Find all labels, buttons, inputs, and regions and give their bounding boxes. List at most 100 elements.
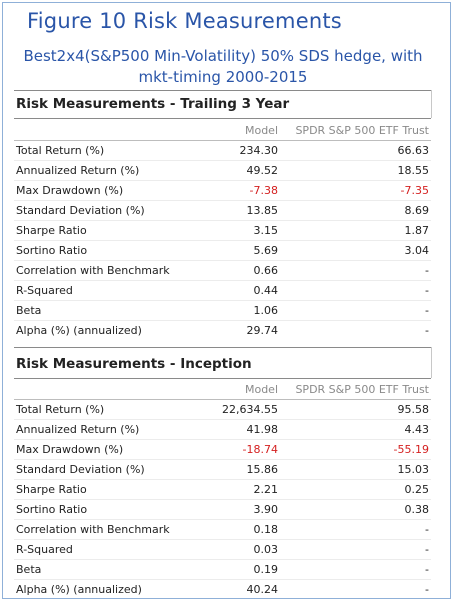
section-divider [14,347,431,348]
metric-label: R-Squared [16,284,73,297]
benchmark-value: -7.35 [400,184,429,197]
figure-subtitle-line1: Best2x4(S&P500 Min-Volatility) 50% SDS h… [23,47,423,65]
metric-label: Sortino Ratio [16,503,88,516]
metric-label: Annualized Return (%) [16,164,140,177]
model-value: 22,634.55 [222,403,278,416]
benchmark-value: - [425,563,429,576]
section-title-trailing-3-year: Risk Measurements - Trailing 3 Year [16,96,290,112]
section-edge [431,90,432,118]
table-row: Sharpe Ratio 3.15 1.87 [14,221,431,241]
model-value: 0.44 [253,284,279,297]
table-row: Sortino Ratio 3.90 0.38 [14,500,431,520]
benchmark-value: - [425,264,429,277]
table-row: Sortino Ratio 5.69 3.04 [14,241,431,261]
column-header-benchmark: SPDR S&P 500 ETF Trust [295,383,429,396]
metric-label: Alpha (%) (annualized) [16,583,142,596]
model-value: 40.24 [246,583,279,596]
section-rule [14,118,431,119]
metrics-table-inception: Model SPDR S&P 500 ETF Trust Total Retur… [14,380,431,599]
table-header-row: Model SPDR S&P 500 ETF Trust [14,121,431,141]
section-divider [14,90,431,91]
benchmark-value: - [425,543,429,556]
figure-subtitle-line2: mkt-timing 2000-2015 [138,68,308,86]
benchmark-value: 15.03 [397,463,430,476]
metric-label: R-Squared [16,543,73,556]
metric-label: Sharpe Ratio [16,224,87,237]
benchmark-value: 1.87 [404,224,430,237]
model-value: 0.03 [253,543,279,556]
model-value: 0.19 [253,563,279,576]
metric-label: Sortino Ratio [16,244,88,257]
metric-label: Alpha (%) (annualized) [16,324,142,337]
table-row: Correlation with Benchmark 0.18 - [14,520,431,540]
table-row: Alpha (%) (annualized) 29.74 - [14,321,431,341]
metric-label: Correlation with Benchmark [16,523,170,536]
benchmark-value: 95.58 [397,403,430,416]
benchmark-value: 0.25 [404,483,430,496]
figure-frame [2,2,451,599]
model-value: 41.98 [246,423,279,436]
column-header-model: Model [244,124,278,137]
model-value: 15.86 [246,463,279,476]
table-row: Sharpe Ratio 2.21 0.25 [14,480,431,500]
header-blank [14,380,196,400]
benchmark-value: 18.55 [397,164,430,177]
table-row: Annualized Return (%) 49.52 18.55 [14,161,431,181]
table-row: Standard Deviation (%) 15.86 15.03 [14,460,431,480]
benchmark-value: 0.38 [404,503,430,516]
model-value: 2.21 [253,483,279,496]
table-row: Annualized Return (%) 41.98 4.43 [14,420,431,440]
metric-label: Total Return (%) [16,144,105,157]
model-value: 3.90 [253,503,279,516]
benchmark-value: - [425,523,429,536]
benchmark-value: 4.43 [404,423,430,436]
benchmark-value: 3.04 [404,244,430,257]
table-row: Total Return (%) 22,634.55 95.58 [14,400,431,420]
table-row: Standard Deviation (%) 13.85 8.69 [14,201,431,221]
model-value: 0.18 [253,523,279,536]
metric-label: Max Drawdown (%) [16,443,124,456]
benchmark-value: - [425,324,429,337]
table-header-row: Model SPDR S&P 500 ETF Trust [14,380,431,400]
benchmark-value: 8.69 [404,204,430,217]
metric-label: Beta [16,563,42,576]
column-header-benchmark: SPDR S&P 500 ETF Trust [295,124,429,137]
table-row: Beta 1.06 - [14,301,431,321]
table-body: Total Return (%) 22,634.55 95.58 Annualized… [14,400,431,600]
model-value: 5.69 [253,244,279,257]
model-value: 3.15 [253,224,279,237]
model-value: 234.30 [239,144,279,157]
metrics-table-trailing-3-year: Model SPDR S&P 500 ETF Trust Total Retur… [14,121,431,340]
benchmark-value: - [425,284,429,297]
section-title-inception: Risk Measurements - Inception [16,356,252,372]
table-row: Max Drawdown (%) -7.38 -7.35 [14,181,431,201]
benchmark-value: 66.63 [397,144,430,157]
metric-label: Max Drawdown (%) [16,184,124,197]
metric-label: Standard Deviation (%) [16,463,145,476]
model-value: 1.06 [253,304,279,317]
table-row: Correlation with Benchmark 0.66 - [14,261,431,281]
header-blank [14,121,196,141]
benchmark-value: - [425,583,429,596]
model-value: 49.52 [246,164,279,177]
metric-label: Total Return (%) [16,403,105,416]
table-row: Total Return (%) 234.30 66.63 [14,141,431,161]
metric-label: Correlation with Benchmark [16,264,170,277]
table-row: R-Squared 0.44 - [14,281,431,301]
table-row: Beta 0.19 - [14,560,431,580]
benchmark-value: - [425,304,429,317]
table-row: Max Drawdown (%) -18.74 -55.19 [14,440,431,460]
table-body: Total Return (%) 234.30 66.63 Annualized Re… [14,141,431,341]
benchmark-value: -55.19 [393,443,429,456]
metric-label: Sharpe Ratio [16,483,87,496]
figure-title: Figure 10 Risk Measurements [27,9,342,33]
figure-subtitle: Best2x4(S&P500 Min-Volatility) 50% SDS h… [16,46,430,88]
model-value: 0.66 [253,264,279,277]
metric-label: Beta [16,304,42,317]
model-value: -18.74 [242,443,278,456]
model-value: -7.38 [249,184,278,197]
section-edge [431,347,432,378]
column-header-model: Model [244,383,278,396]
table-row: R-Squared 0.03 - [14,540,431,560]
table-row: Alpha (%) (annualized) 40.24 - [14,580,431,600]
